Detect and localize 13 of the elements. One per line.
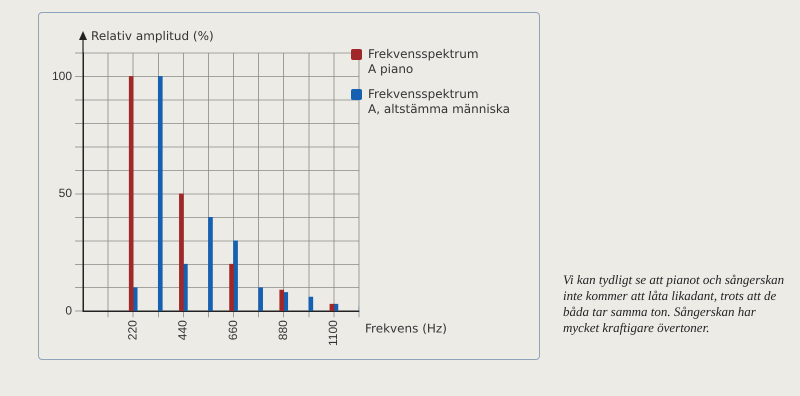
text: Vi kan tydligt se att pianot och sångerskan inte kommer att låta likadant, trots att de båda tar samma ton. Sångerskan har mycket kraftigare övertoner. [563,272,786,336]
legend-label: Frekvensspektrum A piano [368,47,479,77]
x-tick-label: 660 [226,320,240,340]
y-tick-label: 50 [58,186,72,200]
x-tick-label: 1100 [326,320,340,346]
x-tick-label: 880 [276,320,290,340]
x-tick-label: 440 [176,320,190,340]
x-tick-label: 220 [126,320,140,340]
y-axis-title: Relativ amplitud (%) [91,29,214,44]
y-tick-label: 0 [65,304,72,318]
legend-label: Frekvensspektrum A, altstämma människa [368,87,510,117]
y-tick-label: 100 [52,68,72,83]
x-axis-title: Frekvens (Hz) [365,321,447,336]
